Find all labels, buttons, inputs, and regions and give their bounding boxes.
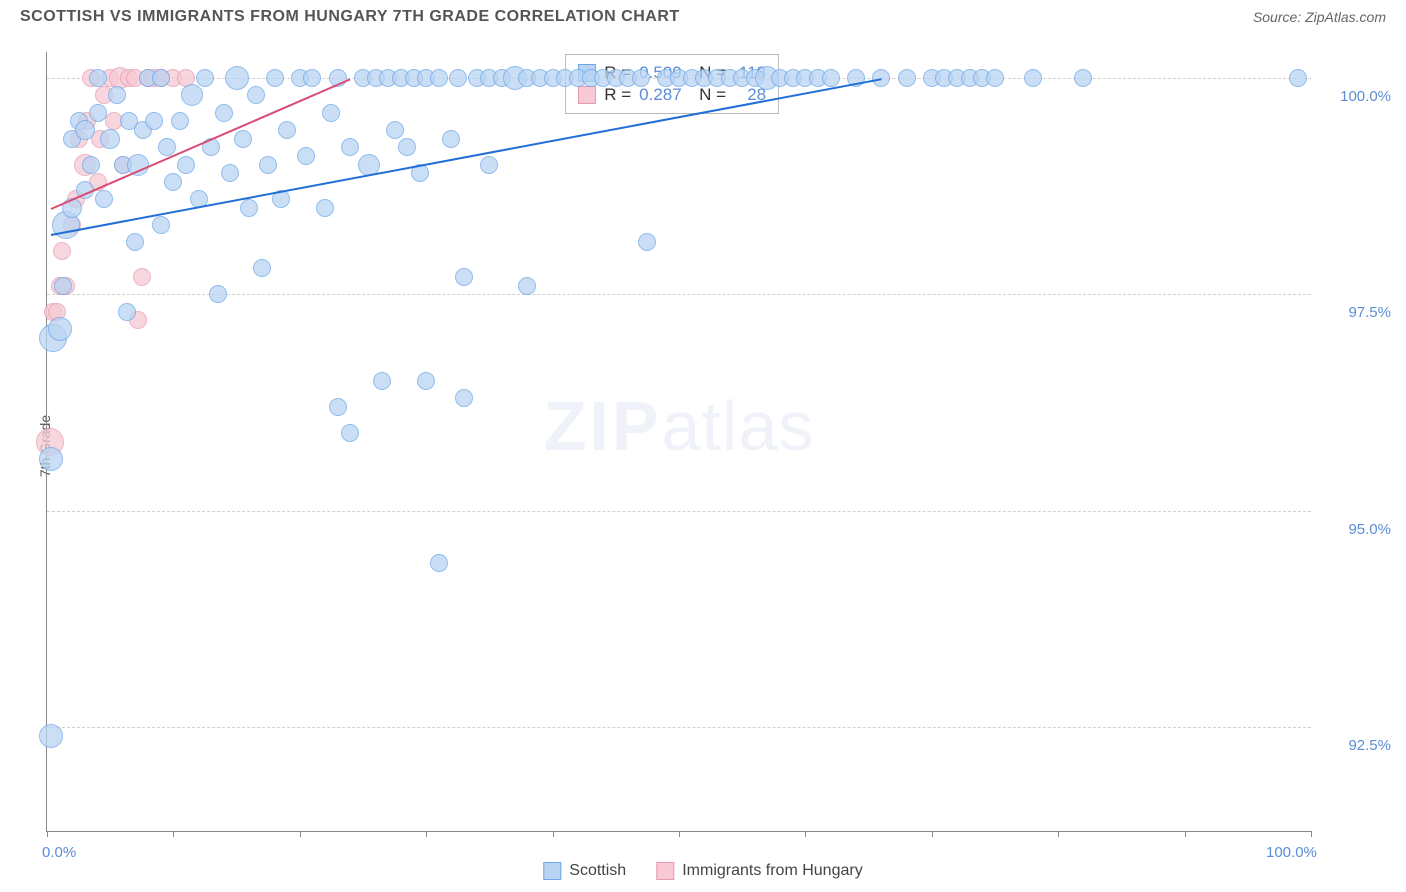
x-tick bbox=[426, 831, 427, 837]
series-legend: Scottish Immigrants from Hungary bbox=[543, 862, 862, 880]
x-tick bbox=[553, 831, 554, 837]
legend-label: Scottish bbox=[569, 862, 626, 880]
data-point bbox=[455, 389, 473, 407]
data-point bbox=[209, 285, 227, 303]
legend-swatch bbox=[656, 862, 674, 880]
data-point bbox=[518, 277, 536, 295]
x-tick bbox=[1311, 831, 1312, 837]
x-tick bbox=[805, 831, 806, 837]
legend-swatch bbox=[543, 862, 561, 880]
data-point bbox=[632, 69, 650, 87]
data-point bbox=[39, 447, 63, 471]
legend-item: Scottish bbox=[543, 862, 626, 880]
data-point bbox=[247, 86, 265, 104]
source-label: Source: ZipAtlas.com bbox=[1253, 9, 1386, 25]
data-point bbox=[480, 156, 498, 174]
data-point bbox=[373, 372, 391, 390]
data-point bbox=[417, 372, 435, 390]
data-point bbox=[215, 104, 233, 122]
data-point bbox=[53, 242, 71, 260]
data-point bbox=[54, 277, 72, 295]
data-point bbox=[1289, 69, 1307, 87]
x-tick bbox=[1185, 831, 1186, 837]
data-point bbox=[95, 190, 113, 208]
data-point bbox=[221, 164, 239, 182]
data-point bbox=[82, 156, 100, 174]
legend-label: Immigrants from Hungary bbox=[682, 862, 863, 880]
chart-title: SCOTTISH VS IMMIGRANTS FROM HUNGARY 7TH … bbox=[20, 8, 680, 26]
data-point bbox=[126, 233, 144, 251]
data-point bbox=[341, 424, 359, 442]
data-point bbox=[386, 121, 404, 139]
gridline bbox=[47, 511, 1311, 512]
data-point bbox=[145, 112, 163, 130]
data-point bbox=[266, 69, 284, 87]
data-point bbox=[152, 69, 170, 87]
r-value: 0.287 bbox=[639, 85, 691, 105]
legend-row: R =0.287N =28 bbox=[578, 85, 766, 105]
data-point bbox=[986, 69, 1004, 87]
x-tick bbox=[1058, 831, 1059, 837]
chart-area: ZIPatlas R =0.509N =118R =0.287N =28 92.… bbox=[46, 52, 1311, 832]
data-point bbox=[303, 69, 321, 87]
data-point bbox=[234, 130, 252, 148]
y-tick-label: 95.0% bbox=[1348, 521, 1391, 538]
data-point bbox=[1074, 69, 1092, 87]
data-point bbox=[316, 199, 334, 217]
gridline bbox=[47, 727, 1311, 728]
data-point bbox=[152, 216, 170, 234]
x-tick bbox=[47, 831, 48, 837]
x-tick-label: 100.0% bbox=[1266, 844, 1317, 861]
y-tick-label: 100.0% bbox=[1340, 88, 1391, 105]
x-tick bbox=[679, 831, 680, 837]
data-point bbox=[898, 69, 916, 87]
data-point bbox=[259, 156, 277, 174]
data-point bbox=[341, 138, 359, 156]
data-point bbox=[181, 84, 203, 106]
watermark: ZIPatlas bbox=[544, 386, 815, 466]
data-point bbox=[196, 69, 214, 87]
data-point bbox=[177, 156, 195, 174]
data-point bbox=[133, 268, 151, 286]
data-point bbox=[225, 66, 249, 90]
data-point bbox=[253, 259, 271, 277]
data-point bbox=[48, 317, 72, 341]
data-point bbox=[100, 129, 120, 149]
data-point bbox=[278, 121, 296, 139]
x-tick-label: 0.0% bbox=[42, 844, 76, 861]
r-label: R = bbox=[604, 85, 631, 105]
data-point bbox=[638, 233, 656, 251]
data-point bbox=[398, 138, 416, 156]
data-point bbox=[822, 69, 840, 87]
data-point bbox=[89, 104, 107, 122]
data-point bbox=[39, 724, 63, 748]
data-point bbox=[455, 268, 473, 286]
n-label: N = bbox=[699, 85, 726, 105]
data-point bbox=[297, 147, 315, 165]
x-tick bbox=[932, 831, 933, 837]
data-point bbox=[329, 398, 347, 416]
data-point bbox=[430, 554, 448, 572]
data-point bbox=[89, 69, 107, 87]
data-point bbox=[171, 112, 189, 130]
data-point bbox=[75, 120, 95, 140]
data-point bbox=[164, 173, 182, 191]
data-point bbox=[108, 86, 126, 104]
legend-swatch bbox=[578, 86, 596, 104]
x-tick bbox=[173, 831, 174, 837]
data-point bbox=[240, 199, 258, 217]
y-tick-label: 97.5% bbox=[1348, 304, 1391, 321]
legend-item: Immigrants from Hungary bbox=[656, 862, 863, 880]
data-point bbox=[430, 69, 448, 87]
data-point bbox=[442, 130, 460, 148]
data-point bbox=[1024, 69, 1042, 87]
x-tick bbox=[300, 831, 301, 837]
y-tick-label: 92.5% bbox=[1348, 737, 1391, 754]
gridline bbox=[47, 294, 1311, 295]
trend-line bbox=[51, 78, 882, 236]
data-point bbox=[449, 69, 467, 87]
data-point bbox=[118, 303, 136, 321]
data-point bbox=[322, 104, 340, 122]
